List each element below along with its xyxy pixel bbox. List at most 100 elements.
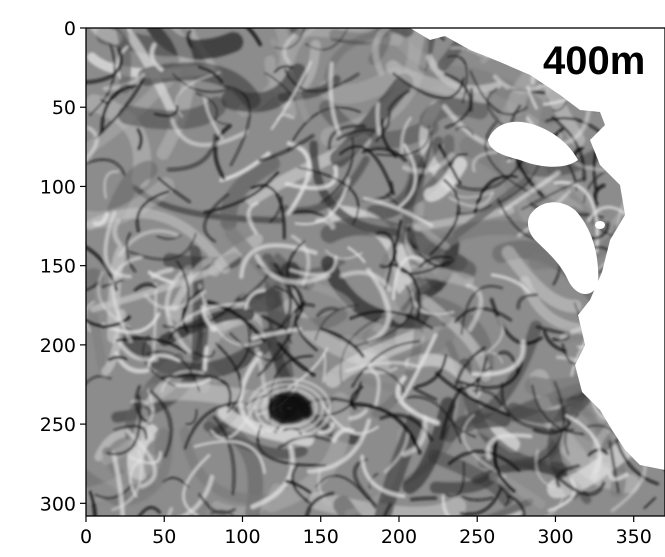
x-axis-ticks: 0 50 100 150 200 250 300 350: [80, 516, 652, 548]
dark-filament: [86, 315, 131, 329]
dark-filament: [256, 424, 327, 467]
swirl-band: [564, 28, 636, 83]
dark-filament: [608, 440, 620, 494]
swirl-band: [219, 155, 280, 231]
dark-filament: [185, 408, 198, 426]
light-filament: [492, 53, 577, 94]
dark-filament: [316, 306, 339, 318]
dark-filament: [348, 402, 422, 455]
light-filament: [302, 147, 313, 183]
dark-filament: [156, 234, 182, 240]
dark-filament: [454, 150, 530, 191]
swirl-band: [89, 28, 123, 45]
dark-filament: [445, 461, 465, 498]
dark-filament: [455, 356, 488, 391]
light-filament: [375, 102, 382, 136]
dark-filament: [444, 87, 474, 129]
x-tick-label: 50: [152, 526, 176, 548]
light-filament: [471, 339, 526, 377]
land-island-2: [527, 202, 599, 295]
dark-filament: [336, 128, 376, 141]
dark-filament: [195, 92, 218, 121]
dark-filament: [214, 342, 242, 413]
swirl-band: [507, 384, 597, 424]
light-filament: [237, 351, 264, 434]
light-filament: [488, 316, 504, 352]
x-tick-label: 300: [537, 526, 573, 548]
light-filament: [284, 165, 339, 191]
x-tick-label: 150: [303, 526, 339, 548]
swirl-band: [221, 63, 308, 113]
light-filament: [203, 96, 224, 140]
dark-filament: [379, 413, 434, 442]
light-filament: [111, 451, 126, 516]
dark-filament: [592, 48, 630, 112]
dark-filament: [94, 77, 145, 140]
dark-filament: [197, 65, 224, 84]
dark-filament: [593, 183, 606, 206]
eddy-ring: [247, 377, 332, 439]
swirl-band: [452, 176, 531, 239]
light-filament: [86, 125, 99, 163]
dark-filament: [447, 449, 521, 472]
light-filament: [640, 303, 664, 325]
swirl-band: [307, 281, 355, 311]
dark-filament: [274, 28, 306, 50]
dark-filament: [245, 28, 262, 47]
dark-filament: [638, 433, 665, 437]
light-filament: [363, 369, 381, 406]
dark-filament: [157, 177, 191, 204]
x-tick-label: 0: [80, 526, 92, 548]
plot-area: [86, 28, 665, 516]
light-filament: [547, 477, 577, 513]
dark-filament: [520, 177, 587, 211]
dark-filament: [493, 438, 517, 493]
dark-filament: [260, 314, 288, 331]
swirl-band: [289, 28, 415, 38]
light-filament: [659, 330, 665, 337]
dark-filament: [320, 136, 354, 204]
dark-filament: [107, 355, 128, 362]
light-filament: [178, 474, 215, 516]
axes-frame: [85, 27, 665, 517]
swirl-band: [170, 257, 213, 311]
light-filament: [246, 201, 259, 235]
dark-filament: [203, 171, 280, 214]
dark-filament: [628, 112, 662, 191]
dark-filament: [460, 495, 494, 502]
swirl-band: [514, 116, 646, 178]
dark-filament: [361, 146, 408, 163]
light-filament: [486, 433, 533, 460]
swirl-band: [236, 293, 348, 332]
dark-filament: [455, 125, 475, 136]
swirl-band: [384, 134, 455, 218]
light-filament: [198, 284, 265, 346]
dark-filament: [643, 497, 656, 509]
dark-filament: [270, 263, 293, 336]
light-filament: [160, 370, 205, 393]
light-filament: [317, 422, 335, 435]
light-filament: [239, 243, 318, 279]
light-filament: [559, 44, 593, 68]
dark-filament: [250, 184, 286, 240]
swirl-band: [485, 498, 534, 516]
light-filament: [306, 418, 372, 474]
light-filament: [290, 234, 311, 287]
dark-filament: [418, 255, 453, 268]
swirl-band: [115, 28, 132, 94]
light-filament: [193, 440, 266, 474]
dark-filament: [210, 509, 235, 516]
dark-filament: [438, 144, 462, 185]
light-filament: [150, 267, 174, 279]
dark-filament: [125, 232, 137, 273]
x-tick-label: 200: [381, 526, 417, 548]
light-filament: [402, 152, 455, 174]
dark-filament: [406, 226, 418, 250]
dark-filament: [555, 464, 581, 488]
dark-filament: [277, 341, 316, 377]
dark-filament: [464, 35, 497, 51]
light-filament: [129, 459, 142, 498]
light-filament: [637, 53, 648, 75]
dark-filament: [506, 494, 525, 516]
light-filament: [339, 270, 392, 292]
